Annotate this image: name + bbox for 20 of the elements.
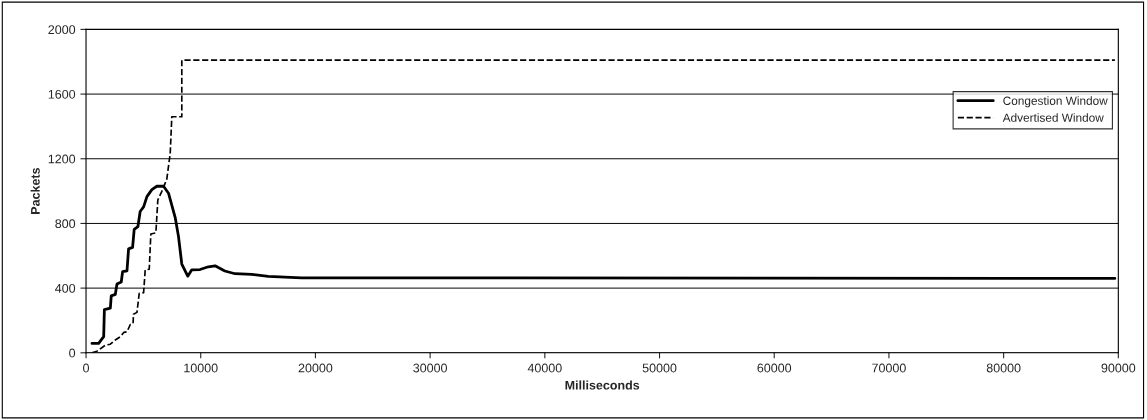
y-tick-label: 1200 xyxy=(48,154,76,164)
x-tick-label: 40000 xyxy=(527,363,562,373)
y-tick-label: 1600 xyxy=(48,89,76,99)
x-tick-label: 0 xyxy=(83,363,90,373)
x-tick-label: 80000 xyxy=(986,363,1021,373)
legend-label: Congestion Window xyxy=(1003,96,1108,108)
x-axis-title: Milliseconds xyxy=(565,380,640,390)
x-tick-label: 10000 xyxy=(184,363,218,373)
y-tick-label: 400 xyxy=(55,283,76,293)
y-tick-label: 2000 xyxy=(48,25,76,35)
x-tick-label: 30000 xyxy=(413,363,448,373)
legend-label: Advertised Window xyxy=(1002,113,1104,122)
x-tick-label: 90000 xyxy=(1101,363,1136,373)
x-tick-label: 60000 xyxy=(757,363,792,373)
x-tick-label: 70000 xyxy=(872,363,906,373)
y-tick-label: 0 xyxy=(69,348,76,358)
x-tick-label: 50000 xyxy=(642,363,677,373)
x-tick-label: 20000 xyxy=(298,363,333,373)
y-axis-title: Packets xyxy=(30,167,40,214)
y-tick-label: 800 xyxy=(55,219,76,229)
